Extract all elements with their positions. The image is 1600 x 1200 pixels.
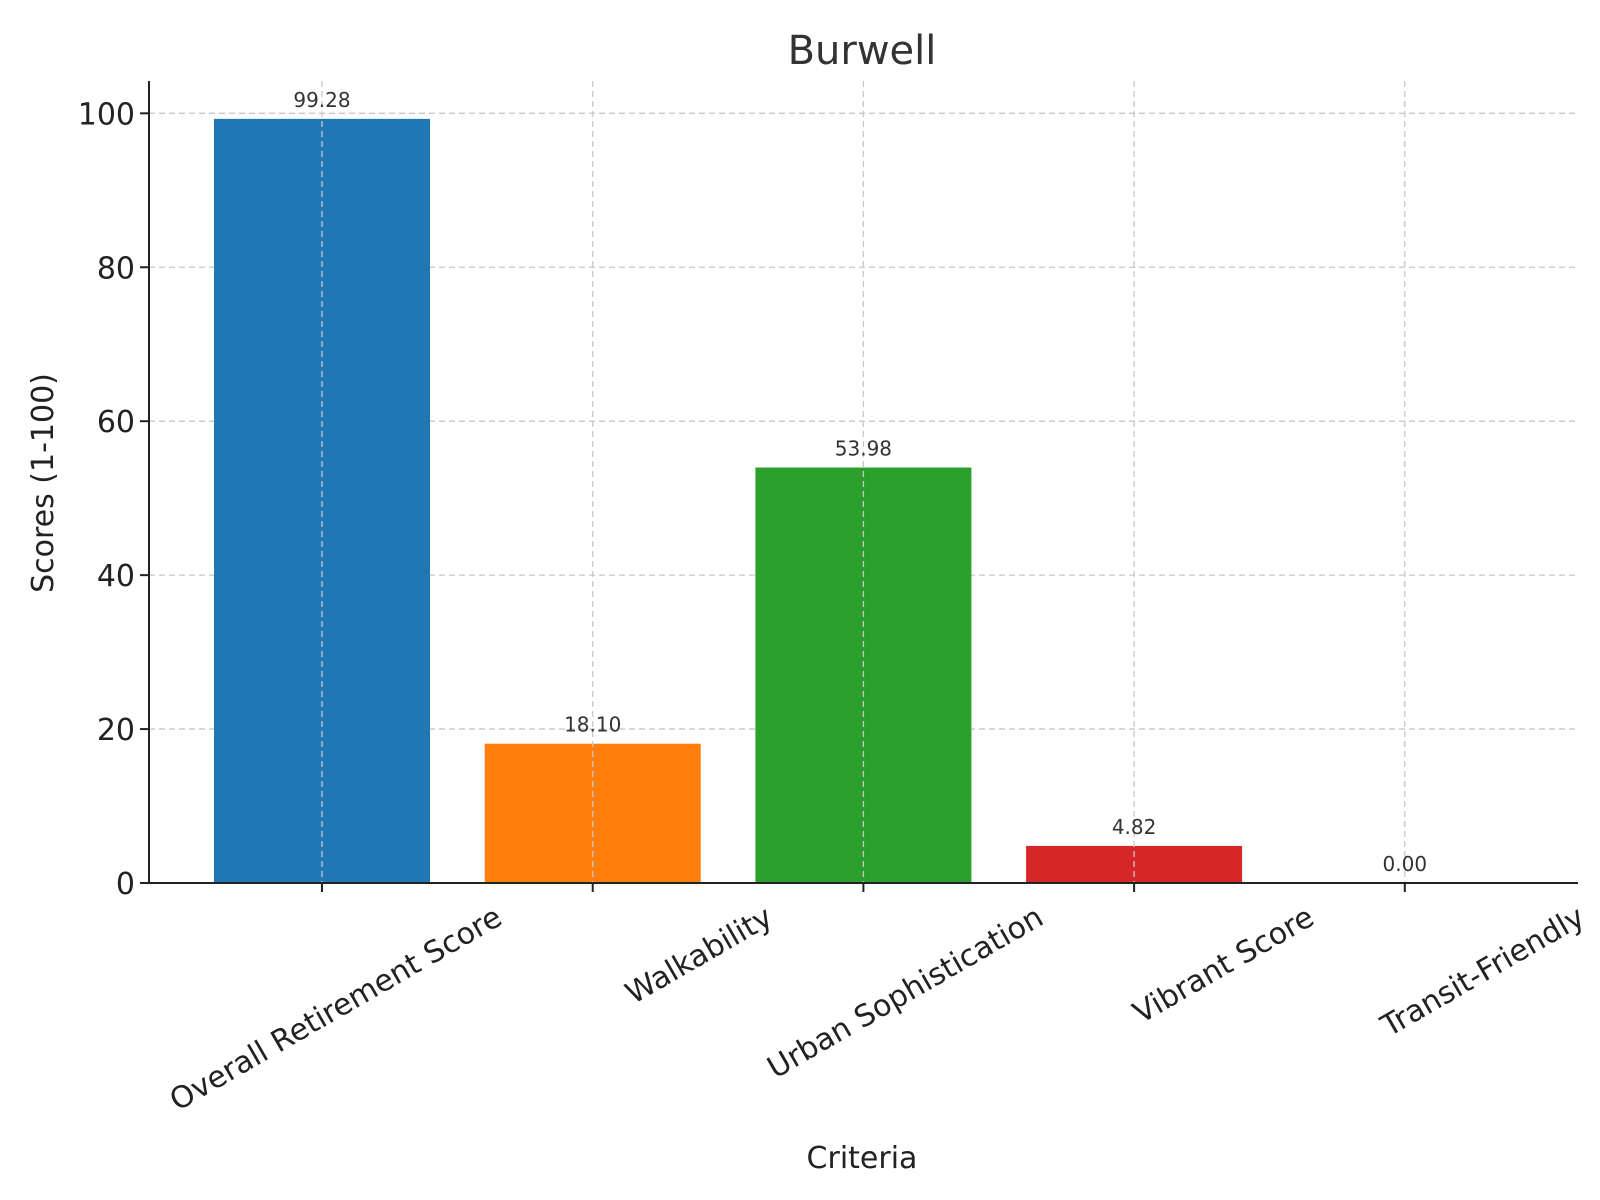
y-tick-label: 100 [78,97,135,132]
bar-value-label: 99.28 [293,88,350,112]
bar-value-label: 53.98 [835,437,892,461]
bars [214,81,1406,884]
y-tick-label: 40 [97,559,135,594]
axes [140,81,1578,892]
x-tick-label: Transit-Friendly [1375,900,1591,1045]
y-tick-label: 60 [97,405,135,440]
y-tick-label: 0 [116,867,135,902]
y-tick-label: 20 [97,713,135,748]
x-tick-label: Vibrant Score [1127,900,1320,1031]
y-tick-label: 80 [97,251,135,286]
bar-value-label: 0.00 [1383,852,1428,876]
x-axis-label: Criteria [807,1141,918,1176]
x-tick-label: Urban Sophistication [762,900,1050,1086]
y-axis-label: Scores (1-100) [26,373,61,593]
x-tick-label: Walkability [620,900,779,1012]
chart-title: Burwell [788,28,937,74]
bar-value-label: 4.82 [1112,815,1157,839]
x-tick-label: Overall Retirement Score [164,900,508,1119]
bar-value-label: 18.10 [564,713,621,737]
